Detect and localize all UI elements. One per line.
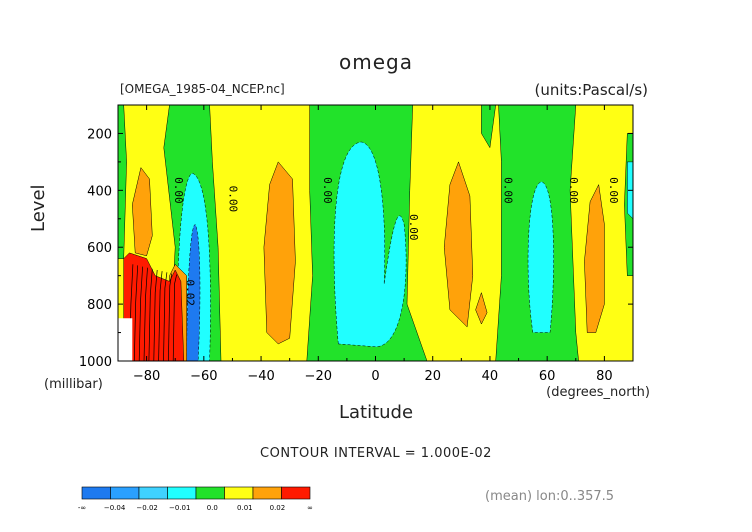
x-axis-label: Latitude (338, 402, 414, 423)
legend-label: 0.02 (270, 504, 286, 512)
region-cyan-blob-east (527, 181, 554, 333)
contour-labels: 0.00 0.00 0.00 0.00 0.00 0.00 0.00 0.02 (172, 177, 620, 306)
legend-label: −0.04 (104, 504, 126, 512)
source-file-label: [OMEGA_1985-04_NCEP.nc] (120, 82, 285, 96)
chart-title: omega (339, 50, 413, 74)
legend-label: −0.01 (169, 504, 190, 512)
contour-label-zero-6: 0.00 (567, 177, 580, 204)
legend-swatch (195, 486, 225, 500)
contour-label-zero-1: 0.00 (172, 177, 185, 204)
contour-label-zero-7: 0.00 (607, 177, 620, 204)
x-tick-label: 20 (424, 369, 441, 384)
legend-swatch (224, 486, 254, 500)
y-tick-label: 1000 (79, 355, 112, 370)
region-orange-blob-1 (132, 167, 153, 257)
axes: −80 −60 −40 −20 0 20 40 60 80 200 400 600 800 1000 (79, 104, 634, 384)
legend-label: 0.01 (237, 504, 253, 512)
region-orange-blob-5 (475, 291, 488, 325)
legend-swatch (281, 486, 311, 500)
contour-label-positive: 0.02 (184, 279, 197, 306)
contour-label-zero-5: 0.00 (501, 177, 514, 204)
contour-line-red-9 (168, 273, 173, 361)
legend-label: −0.02 (136, 504, 157, 512)
region-orange-blob-4 (584, 183, 605, 333)
contour-line-red-3 (138, 266, 143, 361)
contour-line-red-2 (133, 265, 139, 361)
y-tick-label: 800 (87, 298, 112, 313)
y-tick-label: 600 (87, 241, 112, 256)
region-blue-blob (186, 224, 201, 361)
legend-swatch (110, 486, 140, 500)
x-tick-label: −20 (305, 369, 332, 384)
region-green-patch-west (118, 105, 127, 259)
x-tick-label: 80 (596, 369, 613, 384)
legend-label: 0.0 (207, 504, 218, 512)
x-tick-label: −40 (247, 369, 274, 384)
region-cyan-blob-central (333, 141, 407, 348)
x-tick-label: 0 (371, 369, 379, 384)
region-orange-blob-2 (263, 161, 296, 345)
legend-swatch (252, 486, 282, 500)
masked-area (118, 318, 133, 361)
x-tick-label: 60 (539, 369, 556, 384)
y-axis-unit: (millibar) (44, 377, 103, 392)
contour-line-red-5 (148, 268, 153, 361)
contour-label-zero-3: 0.00 (321, 177, 334, 204)
x-tick-label: 40 (482, 369, 499, 384)
contour-line-red-6 (153, 269, 158, 361)
legend-label: ∞ (307, 504, 313, 512)
units-label: (units:Pascal/s) (534, 81, 649, 99)
x-axis-unit: (degrees_north) (546, 385, 650, 400)
y-tick-label: 400 (87, 184, 112, 199)
region-orange-blob-3 (443, 161, 474, 328)
contour-line-red-8 (163, 272, 168, 361)
legend-label: -∞ (78, 504, 86, 512)
x-tick-label: −60 (190, 369, 217, 384)
color-legend: -∞ −0.04 −0.02 −0.01 0.0 0.01 0.02 ∞ (78, 486, 313, 512)
y-tick-label: 200 (87, 127, 112, 142)
legend-swatch (81, 486, 111, 500)
region-green-patch-2 (481, 105, 496, 149)
contour-line-red-4 (143, 267, 148, 361)
legend-swatch (138, 486, 168, 500)
contour-label-zero-2: 0.00 (227, 186, 240, 213)
contour-interval-label: CONTOUR INTERVAL = 1.000E-02 (260, 446, 492, 461)
legend-swatch (167, 486, 197, 500)
contour-line-red-7 (158, 271, 163, 361)
x-tick-label: −80 (133, 369, 160, 384)
contour-label-zero-4: 0.00 (407, 214, 420, 241)
mean-lon-label: (mean) lon:0..357.5 (485, 489, 615, 504)
contour-line-red-10 (172, 274, 178, 361)
plot-area (118, 105, 633, 361)
